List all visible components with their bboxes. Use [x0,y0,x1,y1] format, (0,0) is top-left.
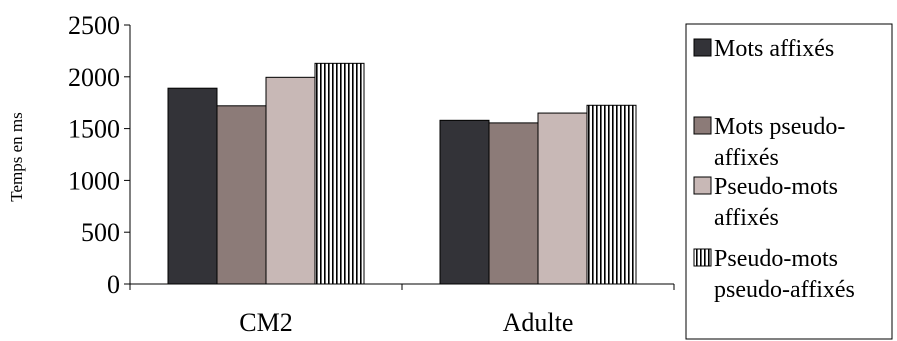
bar [167,87,218,285]
bar [537,112,588,285]
axes [129,25,675,290]
y-axis-ticks: 0 500 1000 1500 2000 2500 [68,11,130,299]
legend-label: affixés [714,205,779,231]
y-tick-label: 0 [107,270,120,299]
legend-label: affixés [714,145,779,171]
legend: Mots affixés Mots pseudo-affixés Pseudo-mo… [693,36,855,303]
legend-label: pseudo-affixés [714,277,855,303]
legend-box [685,23,893,340]
bar [265,76,316,285]
bar [488,122,539,285]
legend-swatch [693,248,712,267]
y-tick-label: 500 [81,218,120,247]
bar [439,119,490,285]
legend-swatch [693,176,712,195]
y-tick-label: 1500 [68,115,120,144]
bar [314,62,365,285]
y-axis-label: Temps en ms [7,112,26,201]
legend-swatch [693,116,712,135]
legend-label: Mots pseudo- [714,114,845,140]
y-tick-label: 2000 [68,63,120,92]
y-tick-label: 2500 [68,11,120,40]
legend-swatch [693,38,712,57]
y-tick-label: 1000 [68,166,120,195]
legend-label: Pseudo-mots [714,246,838,272]
legend-label: Pseudo-mots [714,174,838,200]
x-axis-category-labels: CM2 Adulte [239,308,573,337]
bars [167,62,637,285]
bar [586,104,637,285]
x-category-label: Adulte [503,308,574,337]
x-category-label: CM2 [239,308,292,337]
bar [216,105,267,285]
legend-label: Mots affixés [714,36,834,62]
